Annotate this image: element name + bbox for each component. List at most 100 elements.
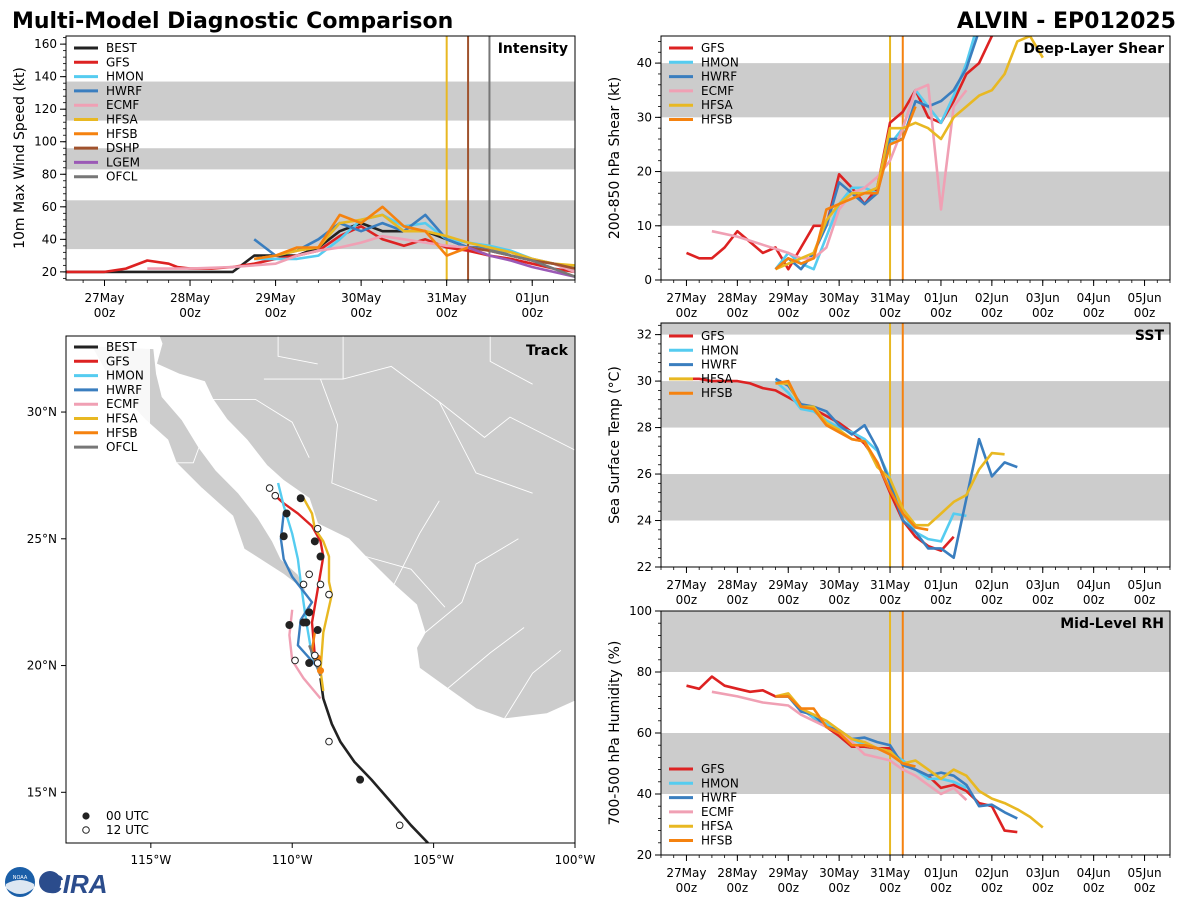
track-point-12utc xyxy=(313,524,322,533)
x-tick-label-hour: 00z xyxy=(350,306,372,320)
x-tick-label-date: 31May xyxy=(870,866,910,880)
track-point-12utc xyxy=(395,821,404,830)
x-tick-label-date: 31May xyxy=(427,291,467,305)
shaded-band xyxy=(661,381,1170,428)
x-tick-label-hour: 00z xyxy=(879,593,901,607)
x-tick-label-hour: 00z xyxy=(521,306,543,320)
series-line-lgem xyxy=(467,246,575,278)
state-border-line xyxy=(503,649,562,720)
sst-panel: 22242628303227May00z28May00z29May00z30Ma… xyxy=(607,322,1171,607)
track-point-00utc xyxy=(356,775,365,784)
track-line-hwrf xyxy=(279,513,322,672)
x-tick-label-date: 30May xyxy=(341,291,381,305)
series-line-hfsa xyxy=(254,213,575,267)
marker-legend-12utc-dot xyxy=(82,826,90,834)
legend-label-best: BEST xyxy=(106,340,137,354)
track-legend-box xyxy=(70,338,150,457)
marker-legend-12utc-label: 12 UTC xyxy=(106,823,149,837)
series-line-hfsa xyxy=(775,382,1005,527)
y-tick-label: 60 xyxy=(42,200,57,214)
track-point-12utc xyxy=(271,491,280,500)
state-border-line xyxy=(438,401,533,494)
state-border-line xyxy=(489,336,533,385)
y-tick-label: 80 xyxy=(42,167,57,181)
legend-label-hmon: HMON xyxy=(701,343,739,357)
x-tick-label-date: 29May xyxy=(768,291,808,305)
series-line-gfs xyxy=(686,377,955,553)
shaded-band xyxy=(661,323,1170,335)
legend-label-hfsa: HFSA xyxy=(106,412,139,426)
legend-label-gfs: GFS xyxy=(701,762,725,776)
legend-label-hfsb: HFSB xyxy=(701,386,733,400)
x-tick-label-date: 05Jun xyxy=(1128,866,1162,880)
state-border-line xyxy=(277,336,318,365)
legend-label-best: BEST xyxy=(106,41,137,55)
panel-title: Intensity xyxy=(498,41,568,57)
series-line-hmon xyxy=(254,213,575,269)
x-tick-label-hour: 00z xyxy=(179,306,201,320)
y-tick-label: 24 xyxy=(637,514,652,528)
x-tick-label-hour: 00z xyxy=(727,881,749,895)
lon-tick-label: 115°W xyxy=(130,853,171,867)
legend-label-gfs: GFS xyxy=(106,354,130,368)
x-tick-label-date: 27May xyxy=(84,291,124,305)
legend-label-gfs: GFS xyxy=(701,329,725,343)
legend-label-ecmf: ECMF xyxy=(106,98,139,112)
y-tick-label: 20 xyxy=(637,848,652,862)
x-tick-label-date: 28May xyxy=(717,578,757,592)
x-tick-label-date: 01Jun xyxy=(924,578,958,592)
y-tick-label: 0 xyxy=(644,273,652,287)
legend-label-hwrf: HWRF xyxy=(701,358,737,372)
series-line-ecmf xyxy=(711,690,968,802)
legend-label-dshp: DSHP xyxy=(106,141,139,155)
x-tick-label-date: 01Jun xyxy=(924,291,958,305)
x-tick-label-hour: 00z xyxy=(930,881,952,895)
x-tick-label-hour: 00z xyxy=(777,593,799,607)
series-line-ecmf xyxy=(711,83,968,260)
x-tick-label-date: 04Jun xyxy=(1077,291,1111,305)
cira-logo: NOAA CIRA xyxy=(5,867,108,899)
legend-label-hfsa: HFSA xyxy=(701,372,734,386)
x-tick-label-hour: 00z xyxy=(981,593,1003,607)
intensity-panel: 2040608010012014016027May00z28May00z29Ma… xyxy=(12,35,576,320)
land-mainland-mexico xyxy=(156,336,575,720)
x-tick-label-date: 03Jun xyxy=(1026,578,1060,592)
legend-label-gfs: GFS xyxy=(106,55,130,69)
noaa-seal-text: NOAA xyxy=(13,875,28,881)
legend-label-hmon: HMON xyxy=(106,369,144,383)
legend-label-hwrf: HWRF xyxy=(106,84,142,98)
panel-title: Mid-Level RH xyxy=(1060,616,1164,632)
series-line-hfsb xyxy=(774,106,917,271)
y-tick-label: 40 xyxy=(637,787,652,801)
series-line-hmon xyxy=(774,380,967,543)
y-tick-label: 20 xyxy=(637,165,652,179)
track-point-12utc xyxy=(311,651,319,660)
legend-label-hfsb: HFSB xyxy=(701,113,733,127)
legend-label-ofcl: OFCL xyxy=(106,170,138,184)
x-tick-label-date: 04Jun xyxy=(1077,866,1111,880)
marker-legend-00utc-dot xyxy=(82,812,90,820)
x-tick-label-hour: 00z xyxy=(1083,593,1105,607)
x-tick-label-date: 31May xyxy=(870,291,910,305)
x-tick-label-date: 28May xyxy=(717,866,757,880)
shaded-band xyxy=(661,474,1170,521)
y-tick-label: 60 xyxy=(637,726,652,740)
shaded-band xyxy=(66,200,575,250)
x-tick-label-date: 05Jun xyxy=(1128,578,1162,592)
track-point-00utc xyxy=(316,552,325,561)
x-tick-label-hour: 00z xyxy=(981,881,1003,895)
x-tick-label-hour: 00z xyxy=(1083,306,1105,320)
x-tick-label-hour: 00z xyxy=(879,881,901,895)
track-point-12utc xyxy=(325,590,333,599)
x-tick-label-hour: 00z xyxy=(828,881,850,895)
rh-plot-area xyxy=(661,611,1170,855)
shaded-band xyxy=(661,611,1170,672)
track-point-00utc xyxy=(313,626,322,635)
legend-label-hfsa: HFSA xyxy=(106,113,139,127)
intensity-plot-area xyxy=(66,36,575,280)
track-point-00utc xyxy=(305,608,314,617)
track-point-12utc xyxy=(316,580,325,589)
y-tick-label: 30 xyxy=(637,110,652,124)
x-tick-label-date: 29May xyxy=(256,291,296,305)
shaded-band xyxy=(661,171,1170,226)
